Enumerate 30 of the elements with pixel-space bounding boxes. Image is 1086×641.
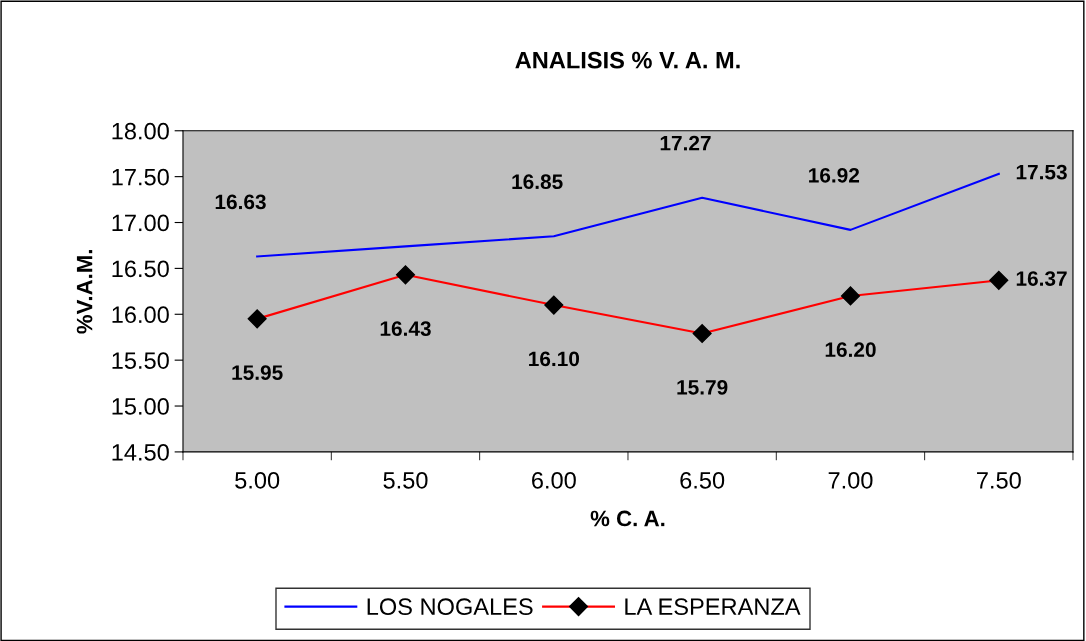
y-axis-title: %V.A.M. bbox=[76, 250, 93, 334]
x-tick-label: 5.00 bbox=[235, 471, 280, 489]
chart-title: ANALISIS % V. A. M. bbox=[515, 51, 740, 69]
x-tick-label: 5.50 bbox=[383, 471, 428, 489]
legend-label: LOS NOGALES bbox=[367, 598, 533, 616]
y-tick-label: 17.00 bbox=[112, 214, 169, 232]
data-label: 16.10 bbox=[529, 351, 580, 367]
x-tick-label: 7.00 bbox=[828, 471, 873, 489]
data-label: 15.79 bbox=[677, 379, 728, 395]
x-tick-label: 6.00 bbox=[532, 471, 576, 489]
y-tick-label: 17.50 bbox=[112, 168, 169, 186]
data-label: 17.53 bbox=[1016, 164, 1067, 180]
data-label: 15.95 bbox=[232, 365, 283, 381]
data-label: 16.20 bbox=[825, 342, 876, 358]
data-label: 16.92 bbox=[809, 167, 860, 183]
x-tick-label: 7.50 bbox=[977, 471, 1021, 489]
legend-label: LA ESPERANZA bbox=[625, 598, 801, 616]
data-label: 16.37 bbox=[1016, 271, 1067, 286]
y-tick-label: 16.50 bbox=[112, 260, 169, 278]
data-label: 17.27 bbox=[660, 135, 711, 151]
y-tick-label: 14.50 bbox=[112, 443, 169, 461]
y-tick-label: 16.00 bbox=[112, 306, 169, 324]
data-label: 16.85 bbox=[512, 174, 563, 190]
data-label: 16.43 bbox=[380, 321, 431, 336]
y-tick-label: 15.50 bbox=[112, 352, 169, 369]
y-tick-label: 18.00 bbox=[112, 122, 169, 140]
data-label: 16.63 bbox=[215, 194, 266, 210]
y-tick-label: 15.00 bbox=[112, 398, 169, 415]
x-axis-title: % C. A. bbox=[590, 510, 665, 527]
x-tick-label: 6.50 bbox=[680, 471, 725, 489]
